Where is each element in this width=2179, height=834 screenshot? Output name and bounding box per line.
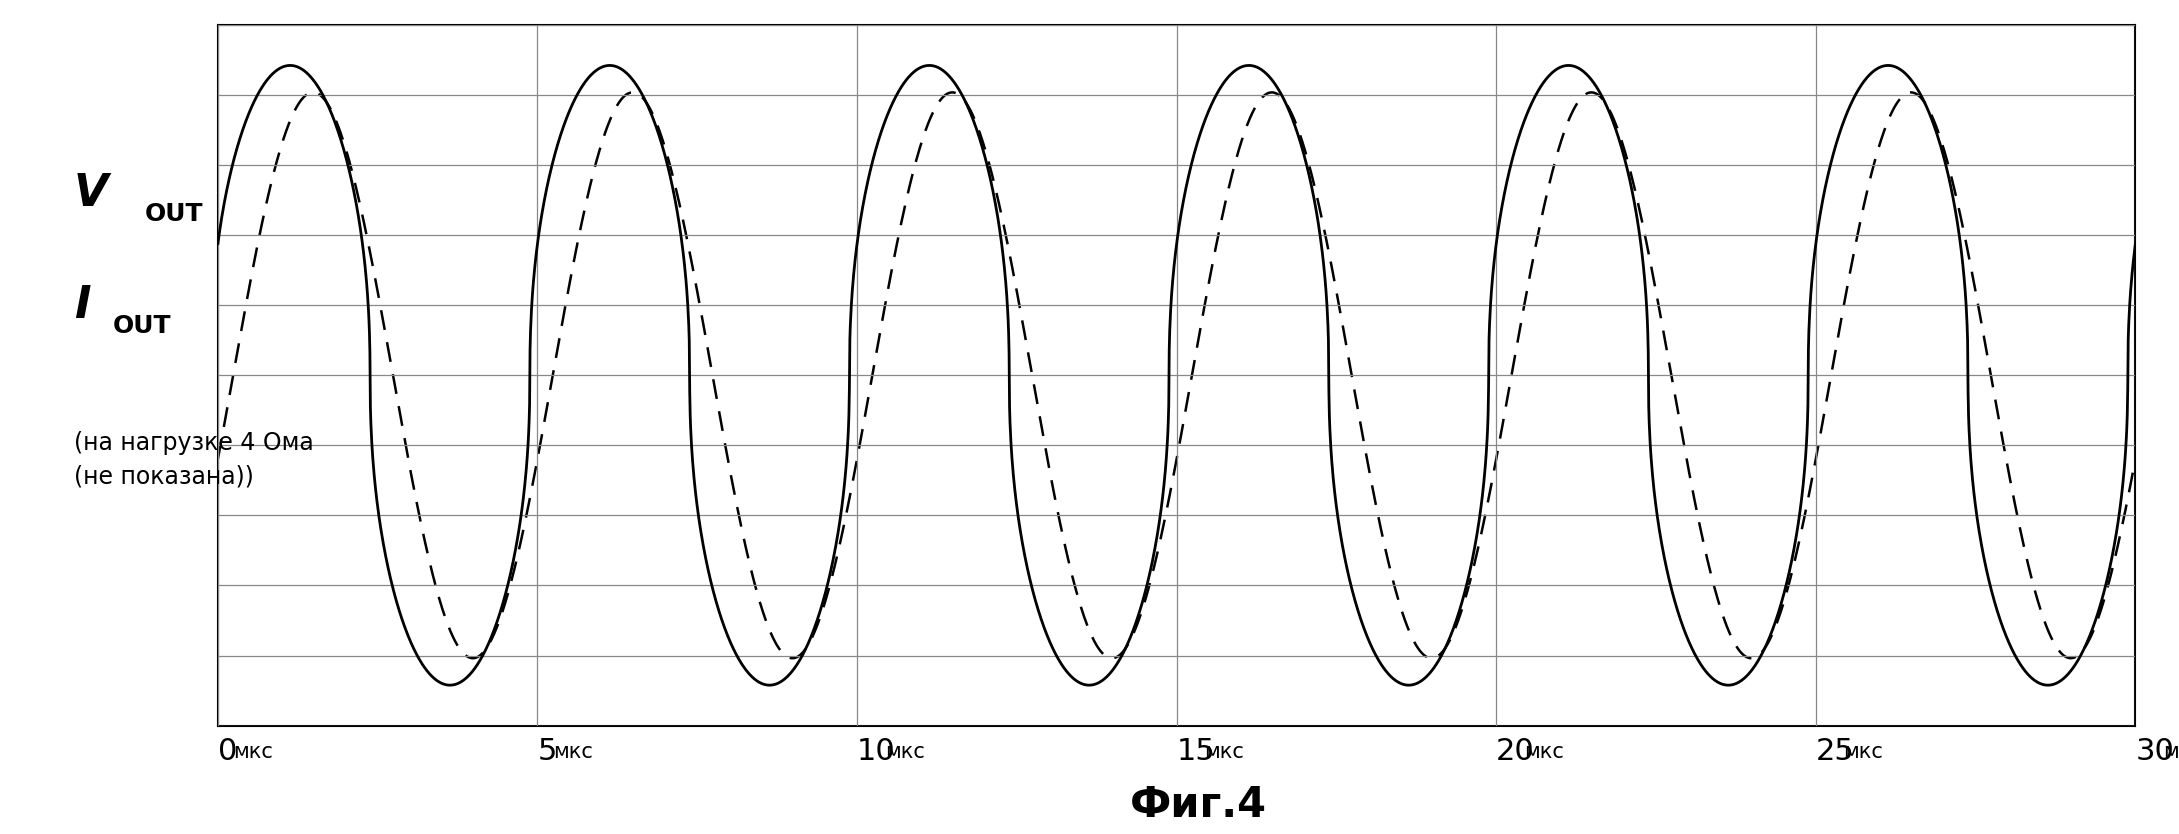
- Text: 25: 25: [1815, 736, 1854, 766]
- Text: 30: 30: [2135, 736, 2175, 766]
- Text: OUT: OUT: [113, 314, 170, 339]
- Text: 0: 0: [218, 736, 238, 766]
- Text: 15: 15: [1177, 736, 1216, 766]
- Text: V: V: [74, 172, 109, 214]
- Text: мкс: мкс: [233, 742, 272, 762]
- Text: мкс: мкс: [1523, 742, 1565, 762]
- Text: мкс: мкс: [885, 742, 924, 762]
- Text: Фиг.4: Фиг.4: [1131, 784, 1266, 826]
- Text: 20: 20: [1497, 736, 1534, 766]
- Text: 10: 10: [856, 736, 896, 766]
- Text: мкс: мкс: [553, 742, 593, 762]
- Text: (на нагрузке 4 Ома
(не показана)): (на нагрузке 4 Ома (не показана)): [74, 430, 314, 488]
- Text: 5: 5: [538, 736, 558, 766]
- Text: I: I: [74, 284, 92, 327]
- Text: мкс: мкс: [2164, 742, 2179, 762]
- Text: OUT: OUT: [146, 202, 203, 226]
- Text: мкс: мкс: [1843, 742, 1883, 762]
- Text: мкс: мкс: [1205, 742, 1244, 762]
